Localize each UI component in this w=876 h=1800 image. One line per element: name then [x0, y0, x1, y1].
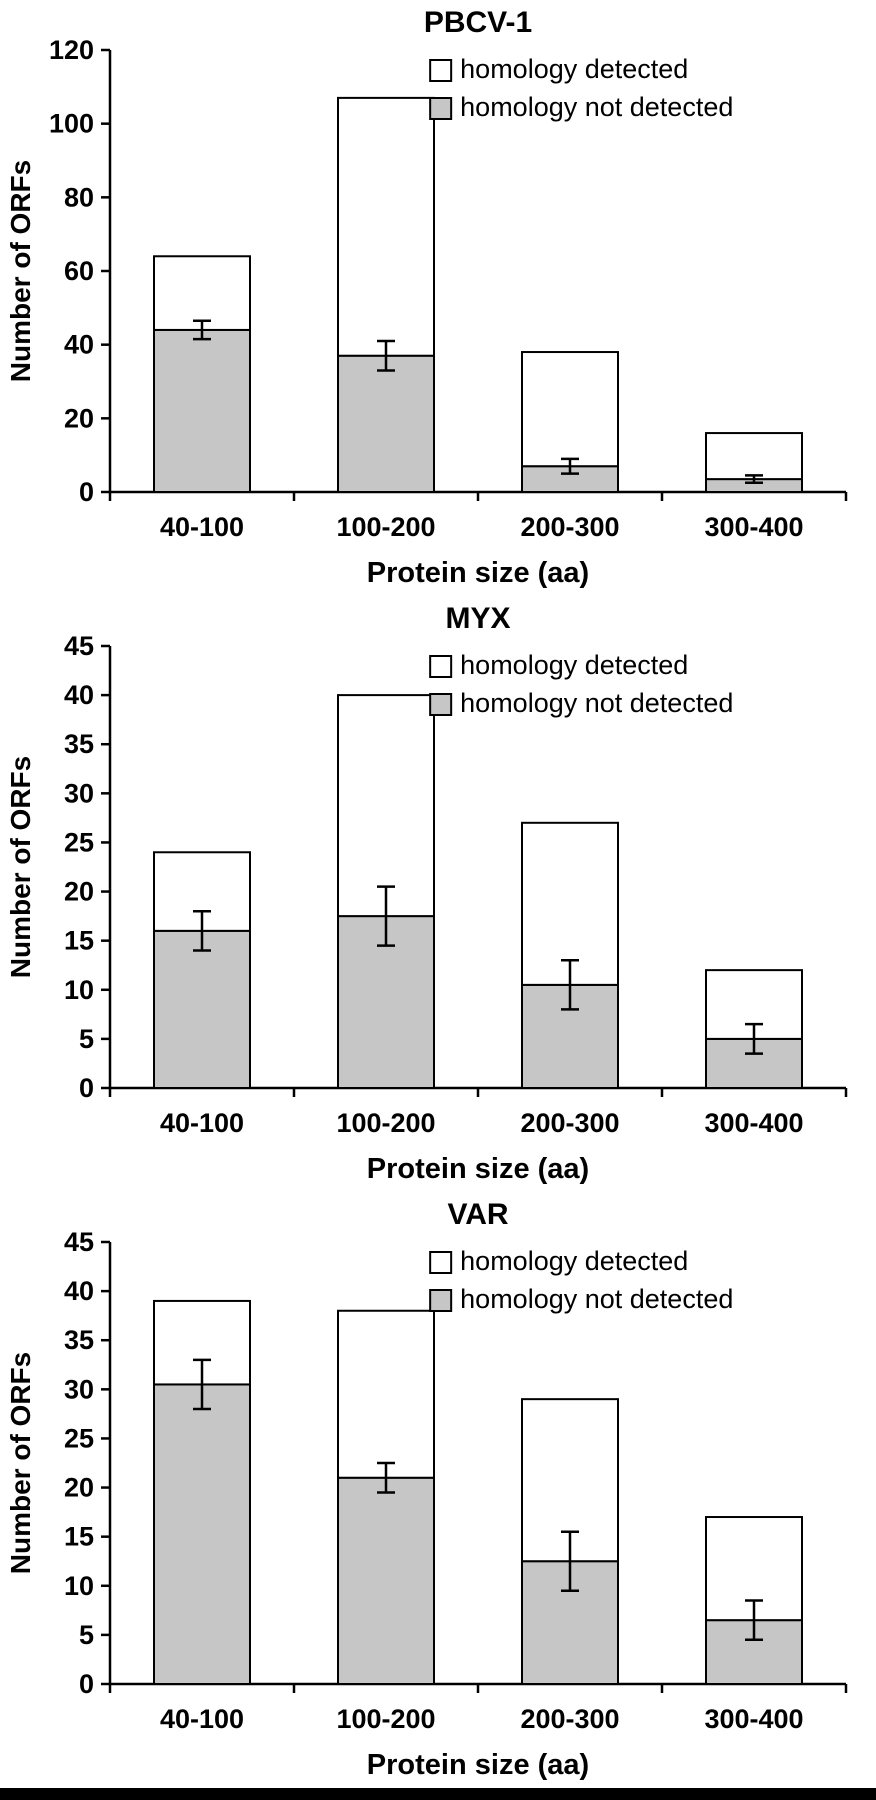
x-tick-label: 300-400	[704, 1108, 803, 1138]
chart-pbcv-1: PBCV-1 Number of ORFs 0 20 40 60 80 100 120 40-10…	[0, 0, 876, 596]
x-tick-label: 40-100	[160, 512, 244, 542]
bar-segment-detected	[521, 351, 619, 468]
legend-swatch	[429, 655, 453, 678]
bar-segment-detected	[153, 255, 251, 331]
legend-label: homology detected	[460, 54, 688, 84]
x-tick-label: 200-300	[520, 512, 619, 542]
legend-swatch	[429, 693, 453, 716]
y-tick-label: 10	[64, 1571, 94, 1601]
chart-svg: MYX Number of ORFs 0 5 10 15 20 25 30 35 40 45 40-10…	[5, 602, 848, 1185]
y-tick-label: 35	[64, 1325, 94, 1355]
bar-segment-not-detected	[153, 1383, 251, 1686]
legend-swatch	[429, 1251, 453, 1274]
y-tick-label: 10	[64, 975, 94, 1005]
x-tick-label: 100-200	[336, 512, 435, 542]
chart-myx: MYX Number of ORFs 0 5 10 15 20 25 30 35 40 45 40-10…	[0, 596, 876, 1192]
bar-segment-detected	[337, 96, 435, 357]
y-tick-label: 120	[49, 35, 94, 65]
y-tick-label: 45	[64, 631, 94, 661]
x-axis-label: Protein size (aa)	[367, 557, 589, 589]
bar-segment-not-detected	[337, 354, 435, 494]
y-tick-label: 30	[64, 1374, 94, 1404]
y-tick-label: 15	[64, 1522, 94, 1552]
y-tick-label: 0	[79, 477, 94, 507]
chart-svg: VAR Number of ORFs 0 5 10 15 20 25 30 35 40 45 40-10…	[5, 1198, 848, 1781]
x-axis-label: Protein size (aa)	[367, 1749, 589, 1781]
y-tick-label: 40	[64, 1276, 94, 1306]
bottom-border	[0, 1788, 876, 1800]
legend-label: homology not detected	[460, 688, 733, 718]
x-tick-label: 100-200	[336, 1704, 435, 1734]
y-tick-label: 0	[79, 1073, 94, 1103]
bar-segment-detected	[337, 1309, 435, 1479]
x-tick-label: 40-100	[160, 1704, 244, 1734]
bar-segment-not-detected	[337, 1476, 435, 1685]
bar-segment-not-detected	[153, 929, 251, 1089]
chart-title: MYX	[445, 602, 510, 635]
y-tick-label: 35	[64, 729, 94, 759]
y-tick-label: 60	[64, 256, 94, 286]
y-axis-label: Number of ORFs	[5, 160, 36, 382]
bar-segment-not-detected	[153, 328, 251, 493]
chart-svg: PBCV-1 Number of ORFs 0 20 40 60 80 100 120 40-10…	[5, 6, 848, 589]
legend-swatch	[429, 59, 453, 82]
y-tick-label: 20	[64, 877, 94, 907]
y-tick-label: 0	[79, 1669, 94, 1699]
bar-segment-detected	[337, 694, 435, 918]
x-tick-label: 200-300	[520, 1704, 619, 1734]
y-axis-label: Number of ORFs	[5, 756, 36, 978]
chart-title: PBCV-1	[424, 6, 532, 39]
x-tick-label: 40-100	[160, 1108, 244, 1138]
bar-segment-detected	[705, 432, 803, 481]
x-tick-label: 100-200	[336, 1108, 435, 1138]
y-tick-label: 5	[79, 1620, 94, 1650]
chart-title: VAR	[447, 1198, 508, 1231]
x-tick-label: 200-300	[520, 1108, 619, 1138]
y-tick-label: 80	[64, 182, 94, 212]
legend-label: homology detected	[460, 650, 688, 680]
y-tick-label: 5	[79, 1024, 94, 1054]
bar-segment-detected	[521, 821, 619, 986]
legend-label: homology not detected	[460, 92, 733, 122]
y-tick-label: 40	[64, 680, 94, 710]
y-tick-label: 40	[64, 330, 94, 360]
x-axis-label: Protein size (aa)	[367, 1153, 589, 1185]
legend-swatch	[429, 97, 453, 120]
x-tick-label: 300-400	[704, 1704, 803, 1734]
y-tick-label: 30	[64, 778, 94, 808]
y-tick-label: 15	[64, 926, 94, 956]
legend-label: homology not detected	[460, 1284, 733, 1314]
legend-swatch	[429, 1289, 453, 1312]
legend-label: homology detected	[460, 1246, 688, 1276]
chart-var: VAR Number of ORFs 0 5 10 15 20 25 30 35 40 45 40-10…	[0, 1192, 876, 1788]
y-tick-label: 100	[49, 109, 94, 139]
x-tick-label: 300-400	[704, 512, 803, 542]
y-axis-label: Number of ORFs	[5, 1352, 36, 1574]
y-tick-label: 20	[64, 403, 94, 433]
y-tick-label: 45	[64, 1227, 94, 1257]
y-tick-label: 25	[64, 827, 94, 857]
y-tick-label: 25	[64, 1423, 94, 1453]
y-tick-label: 20	[64, 1473, 94, 1503]
